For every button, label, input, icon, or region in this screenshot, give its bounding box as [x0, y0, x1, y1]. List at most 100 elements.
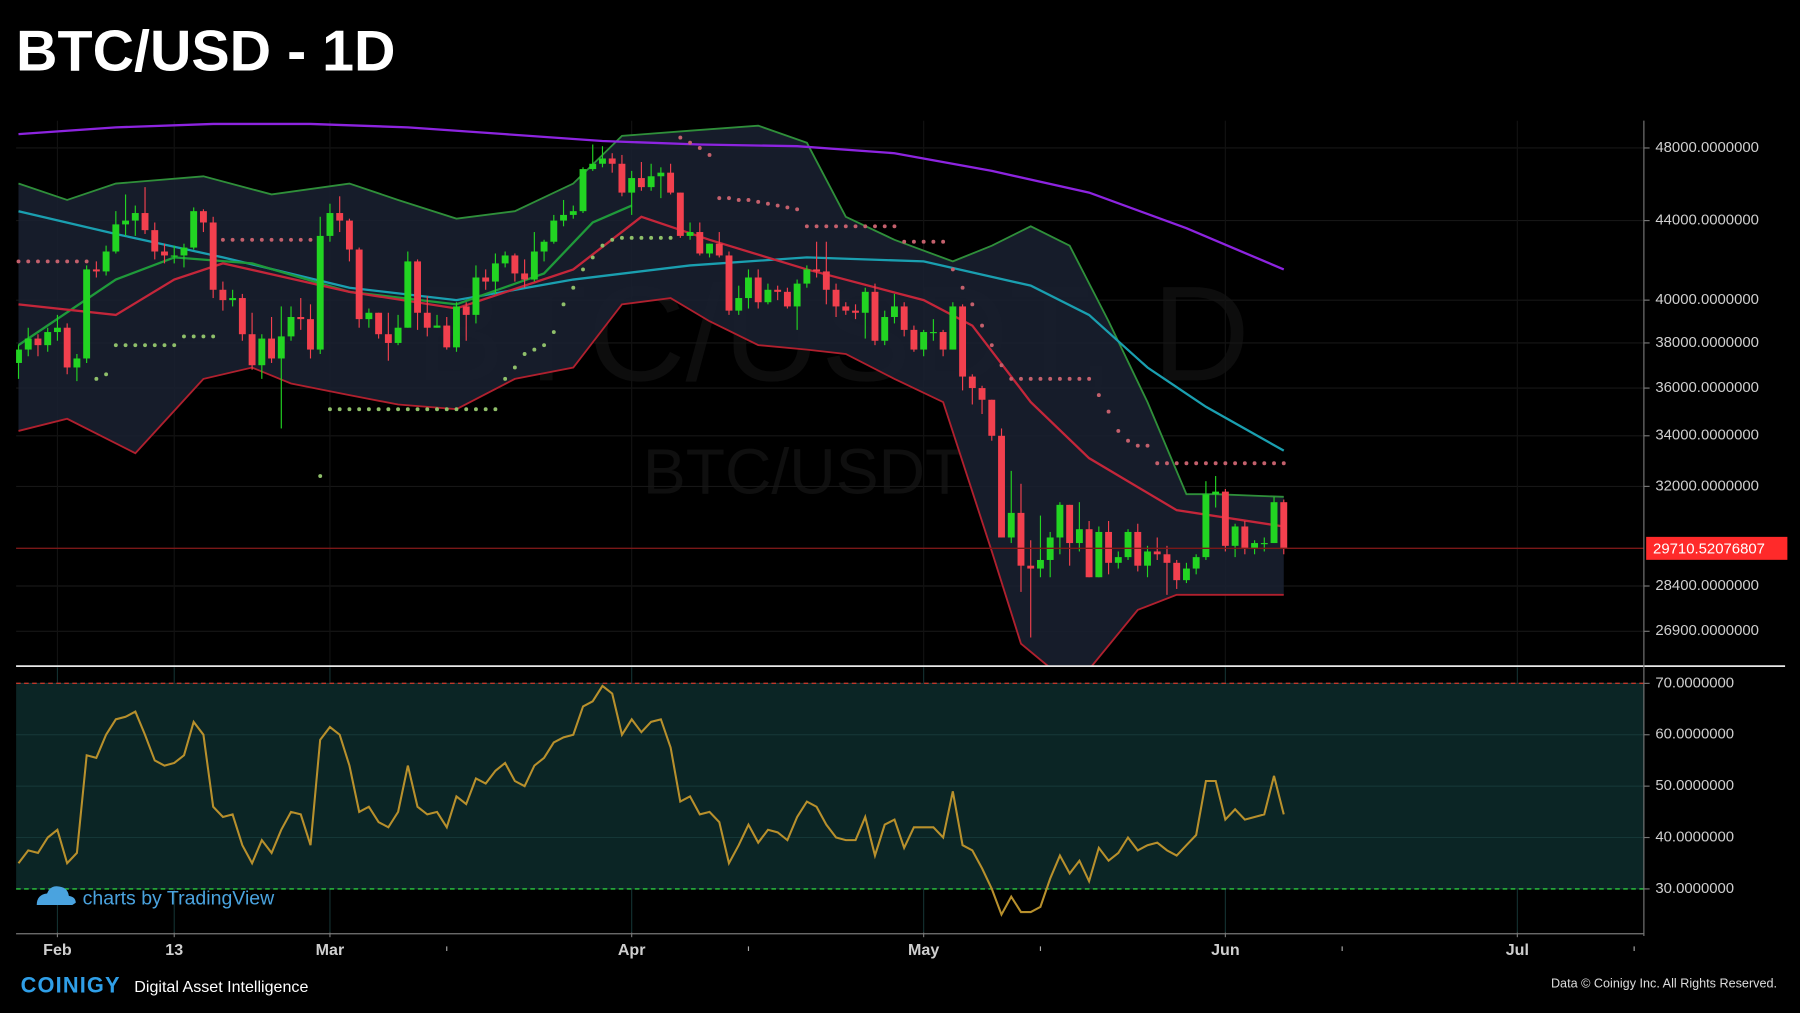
candle-body	[1144, 551, 1151, 566]
sar-dot	[960, 285, 965, 290]
candle-body	[783, 291, 791, 307]
sar-dot	[678, 135, 683, 140]
sar-dot	[84, 259, 89, 264]
sar-dot	[16, 259, 21, 264]
sar-dot	[649, 235, 654, 240]
y-tick-label: 40.0000000	[1655, 828, 1734, 845]
candle-body	[599, 158, 606, 164]
candle-body	[939, 332, 947, 350]
candle-body	[229, 298, 237, 301]
candle-body	[900, 306, 908, 330]
candle-body	[443, 325, 451, 348]
candle-body	[1075, 529, 1083, 544]
candle-body	[530, 251, 538, 280]
y-tick-label: 26900.0000000	[1655, 622, 1759, 639]
sar-dot	[104, 372, 109, 377]
sar-dot	[74, 259, 79, 264]
sar-dot	[688, 140, 693, 145]
sar-dot	[1252, 461, 1257, 466]
candle-body	[696, 232, 704, 254]
indicator-line	[18, 215, 1284, 528]
sar-dot	[493, 407, 498, 412]
sar-dot	[1048, 376, 1053, 381]
rsi-panel	[16, 667, 1644, 933]
sar-dot	[1184, 461, 1189, 466]
x-tick-label: May	[908, 941, 939, 959]
sar-dot	[629, 235, 634, 240]
sar-dot	[1174, 461, 1179, 466]
sar-dot	[853, 224, 858, 229]
sar-dot	[989, 343, 994, 348]
candle-body	[1173, 562, 1181, 581]
sar-dot	[1165, 461, 1169, 466]
sar-dot	[1203, 461, 1208, 466]
sar-dot	[756, 199, 761, 204]
y-tick-label: 30.0000000	[1655, 880, 1734, 897]
y-tick-label: 50.0000000	[1655, 777, 1734, 794]
sar-dot	[1242, 461, 1247, 466]
candle-body	[793, 283, 801, 307]
sar-dot	[464, 407, 469, 412]
sar-dot	[814, 224, 819, 229]
candle-body	[1241, 526, 1249, 549]
sar-dot	[162, 343, 167, 348]
x-tick-label: Feb	[43, 941, 72, 959]
sar-dot	[931, 239, 936, 244]
rsi-line	[17, 684, 1285, 918]
candle-body	[1066, 504, 1074, 544]
sar-dot	[1116, 428, 1121, 433]
sar-dot	[26, 259, 31, 264]
sar-dot	[366, 407, 371, 412]
candle-body	[1085, 529, 1093, 578]
candle-body	[345, 220, 353, 250]
sar-dot	[970, 302, 975, 307]
sar-dot	[240, 237, 245, 242]
candle-body	[1124, 531, 1132, 558]
candle-body	[453, 306, 460, 348]
sar-dot	[191, 334, 196, 339]
candle-body	[180, 247, 188, 256]
sar-dot	[717, 196, 722, 201]
sar-dot	[736, 198, 741, 202]
x-tick-label: Jul	[1506, 941, 1529, 959]
sar-dot	[727, 196, 731, 201]
sar-dot	[1223, 461, 1228, 466]
candle-body	[151, 230, 159, 252]
candle-body	[199, 211, 207, 223]
candle-body	[842, 306, 850, 311]
candle-body	[482, 277, 490, 282]
candle-body	[511, 255, 519, 274]
candle-body	[998, 435, 1005, 538]
candle-body	[141, 213, 149, 231]
sar-dot	[405, 407, 410, 412]
sar-dot	[697, 146, 702, 150]
candle-body	[24, 338, 32, 350]
sar-dot	[542, 343, 547, 348]
sar-dot	[347, 407, 352, 412]
candle-body	[735, 298, 743, 311]
tagline: Digital Asset Intelligence	[134, 978, 308, 996]
sar-dot	[36, 259, 40, 264]
sar-dot	[113, 343, 118, 348]
sar-dot	[1126, 438, 1130, 443]
sar-dot	[795, 207, 800, 212]
candle-body	[929, 332, 937, 334]
candle-body	[861, 291, 869, 313]
candle-body	[433, 325, 441, 328]
sar-dot	[55, 259, 60, 264]
sar-dot	[318, 474, 323, 478]
candle-body	[34, 338, 42, 346]
candle-body	[268, 338, 276, 359]
candle-body	[73, 358, 81, 368]
last-price-label: 29710.52076807	[1653, 540, 1765, 557]
sar-dot	[250, 237, 255, 242]
sar-dot	[512, 365, 517, 370]
candle-body	[968, 376, 976, 389]
candle-body	[618, 163, 626, 193]
candle-body	[404, 261, 412, 328]
candle-body	[1260, 543, 1268, 545]
candle-body	[560, 214, 567, 221]
candle-body	[170, 255, 178, 257]
candle-body	[102, 251, 110, 272]
